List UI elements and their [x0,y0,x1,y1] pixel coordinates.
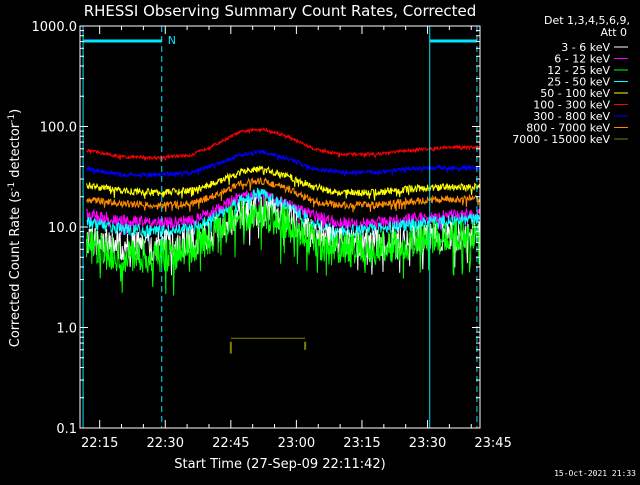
y-tick-label: 100.0 [40,121,77,136]
x-axis: 22:15 22:30 22:45 23:00 23:15 23:30 23:45 [81,26,512,451]
legend-entry: 7000 - 15000 keV [512,133,610,146]
chart-title: RHESSI Observing Summary Count Rates, Co… [84,2,477,20]
x-tick-label: 22:15 [81,436,118,451]
x-tick-label: 23:30 [409,436,446,451]
x-tick-label: 23:45 [474,436,511,451]
x-tick-label: 22:30 [147,436,184,451]
y-tick-label: 1000.0 [32,20,78,35]
y-tick-label: 1.0 [56,322,77,337]
legend-entry: 12 - 25 keV [547,64,610,77]
legend-entry: 3 - 6 keV [561,41,610,54]
x-tick-label: 23:15 [343,436,380,451]
legend-header-line1: Det 1,3,4,5,6,9, [544,14,630,27]
plot-area: N [82,26,480,428]
series-line [86,197,480,296]
legend-entry: 6 - 12 keV [554,53,610,66]
legend-entry: 800 - 7000 keV [526,122,610,135]
y-tick-label: 10.0 [48,221,77,236]
legend-entry: 100 - 300 keV [533,99,610,112]
series-line [86,148,480,179]
y-axis-label: Corrected Count Rate (s-1 detector-1) [7,109,23,347]
timestamp: 15-Oct-2021 21:33 [554,469,636,478]
series-line [86,126,480,161]
legend-entry: 25 - 50 keV [547,76,610,89]
x-tick-label: 22:45 [212,436,249,451]
x-tick-label: 23:00 [278,436,315,451]
legend-header-line2: Att 0 [601,26,627,39]
x-axis-label: Start Time (27-Sep-09 22:11:42) [174,457,385,472]
night-label: N [168,34,176,47]
legend-entry: 300 - 800 keV [533,110,610,123]
series-line [86,176,480,213]
series-line [86,165,480,201]
y-axis: 1000.0 100.0 10.0 1.0 0.1 [32,20,480,437]
legend-entry: 50 - 100 keV [540,87,610,100]
y-tick-label: 0.1 [56,422,77,437]
